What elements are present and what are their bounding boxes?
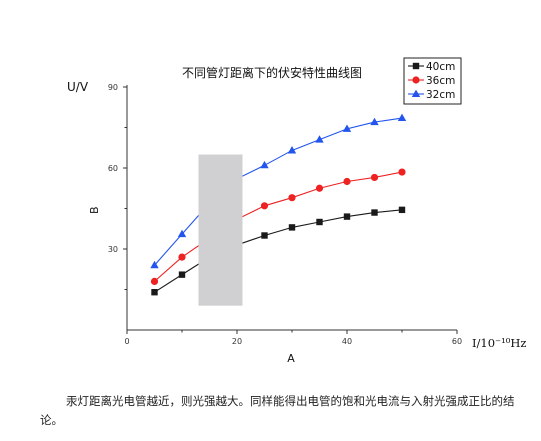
data-point-32cm bbox=[177, 229, 187, 238]
data-point-40cm bbox=[371, 209, 378, 216]
data-point-36cm bbox=[288, 194, 296, 202]
legend-marker-36cm bbox=[412, 76, 420, 84]
data-point-36cm bbox=[315, 184, 324, 192]
data-point-36cm bbox=[343, 177, 351, 186]
y-tick-label: 60 bbox=[108, 164, 118, 173]
corner-x-label: I/10⁻¹⁰Hz bbox=[472, 336, 526, 350]
chart-svg: 不同管灯距离下的伏安特性曲线图 U/V B A I/10⁻¹⁰Hz 0 20 40 6… bbox=[67, 57, 526, 365]
x-tick-label: 60 bbox=[452, 337, 462, 346]
y-tick-label: 90 bbox=[108, 83, 118, 92]
chart-title: 不同管灯距离下的伏安特性曲线图 bbox=[182, 65, 362, 80]
legend-label-40cm: 40cm bbox=[426, 61, 455, 73]
legend-marker-40cm bbox=[412, 62, 420, 70]
x-axis-label: A bbox=[287, 352, 295, 365]
caption-paragraph: 汞灯距离光电管越近，则光强越大。同样能得出电管的饱和光电流与入射光强成正比的结论… bbox=[40, 394, 515, 427]
legend: 40cm 36cm 32cm bbox=[403, 57, 462, 105]
legend-marker-32cm bbox=[411, 89, 421, 97]
legend-label-36cm: 36cm bbox=[426, 75, 455, 87]
data-point-40cm bbox=[178, 271, 186, 278]
x-tick-label: 40 bbox=[342, 337, 352, 346]
data-point-32cm bbox=[287, 146, 297, 154]
y-axis-label: B bbox=[88, 206, 101, 214]
data-point-36cm bbox=[398, 168, 406, 176]
x-tick-label: 0 bbox=[124, 337, 129, 346]
data-point-32cm bbox=[315, 135, 324, 143]
data-point-40cm bbox=[316, 218, 323, 226]
legend-label-32cm: 32cm bbox=[426, 89, 455, 101]
data-point-40cm bbox=[343, 213, 351, 220]
data-point-40cm bbox=[288, 224, 296, 231]
x-tick-label: 20 bbox=[232, 337, 242, 346]
data-point-32cm bbox=[260, 160, 269, 169]
data-point-32cm bbox=[370, 117, 379, 126]
series-line-40cm bbox=[154, 209, 403, 293]
data-point-40cm bbox=[398, 206, 406, 214]
data-point-32cm bbox=[397, 113, 407, 122]
occluding-block bbox=[198, 154, 243, 306]
data-point-36cm bbox=[260, 202, 269, 210]
data-point-36cm bbox=[150, 277, 159, 285]
data-point-40cm bbox=[261, 232, 268, 239]
data-point-32cm bbox=[342, 124, 352, 132]
series-line-32cm bbox=[154, 117, 403, 266]
data-point-36cm bbox=[370, 173, 379, 182]
series-line-36cm bbox=[154, 171, 403, 282]
y-tick-label: 30 bbox=[108, 245, 118, 254]
corner-y-label: U/V bbox=[67, 80, 89, 94]
data-point-32cm bbox=[150, 260, 159, 269]
data-point-36cm bbox=[178, 253, 186, 261]
data-point-40cm bbox=[151, 289, 158, 296]
plot-area: 0 20 40 60 30 60 90 bbox=[108, 83, 462, 346]
